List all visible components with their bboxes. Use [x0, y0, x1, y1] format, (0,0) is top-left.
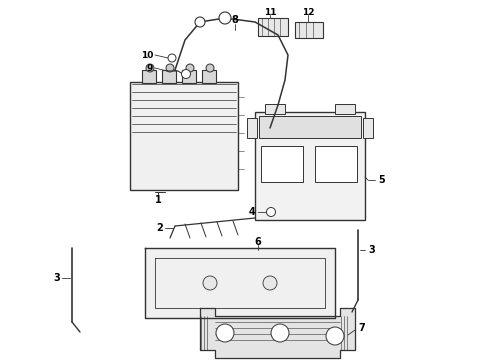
Bar	[258, 18, 288, 36]
Circle shape	[206, 64, 214, 72]
Bar	[295, 22, 323, 38]
Text: 12: 12	[302, 8, 314, 17]
Bar	[182, 70, 196, 83]
Bar	[259, 116, 361, 138]
Text: 6: 6	[255, 237, 261, 247]
Polygon shape	[145, 248, 335, 318]
Circle shape	[219, 12, 231, 24]
Circle shape	[267, 207, 275, 216]
Text: 4: 4	[248, 207, 255, 217]
Text: 8: 8	[232, 15, 239, 25]
Circle shape	[263, 276, 277, 290]
Bar	[247, 118, 257, 138]
Text: 9: 9	[147, 63, 153, 72]
Circle shape	[186, 64, 194, 72]
Bar	[255, 112, 365, 220]
Text: 1: 1	[155, 195, 161, 205]
Bar	[202, 70, 216, 83]
Text: 3: 3	[368, 245, 375, 255]
Polygon shape	[200, 308, 355, 358]
Circle shape	[181, 69, 191, 78]
Text: 5: 5	[378, 175, 385, 185]
Text: 7: 7	[358, 323, 365, 333]
Circle shape	[146, 64, 154, 72]
Circle shape	[271, 324, 289, 342]
Circle shape	[326, 327, 344, 345]
Text: 11: 11	[264, 8, 276, 17]
Bar	[142, 70, 156, 83]
Bar	[130, 82, 238, 190]
Text: 2: 2	[156, 223, 163, 233]
Bar	[261, 146, 303, 182]
Bar	[335, 104, 355, 114]
Bar	[315, 146, 357, 182]
Bar	[162, 70, 176, 83]
Circle shape	[216, 324, 234, 342]
Text: 3: 3	[53, 273, 60, 283]
Bar	[363, 118, 373, 138]
Circle shape	[166, 64, 174, 72]
Circle shape	[203, 276, 217, 290]
Circle shape	[195, 17, 205, 27]
Text: 10: 10	[141, 50, 153, 59]
Bar	[265, 104, 285, 114]
Circle shape	[168, 54, 176, 62]
